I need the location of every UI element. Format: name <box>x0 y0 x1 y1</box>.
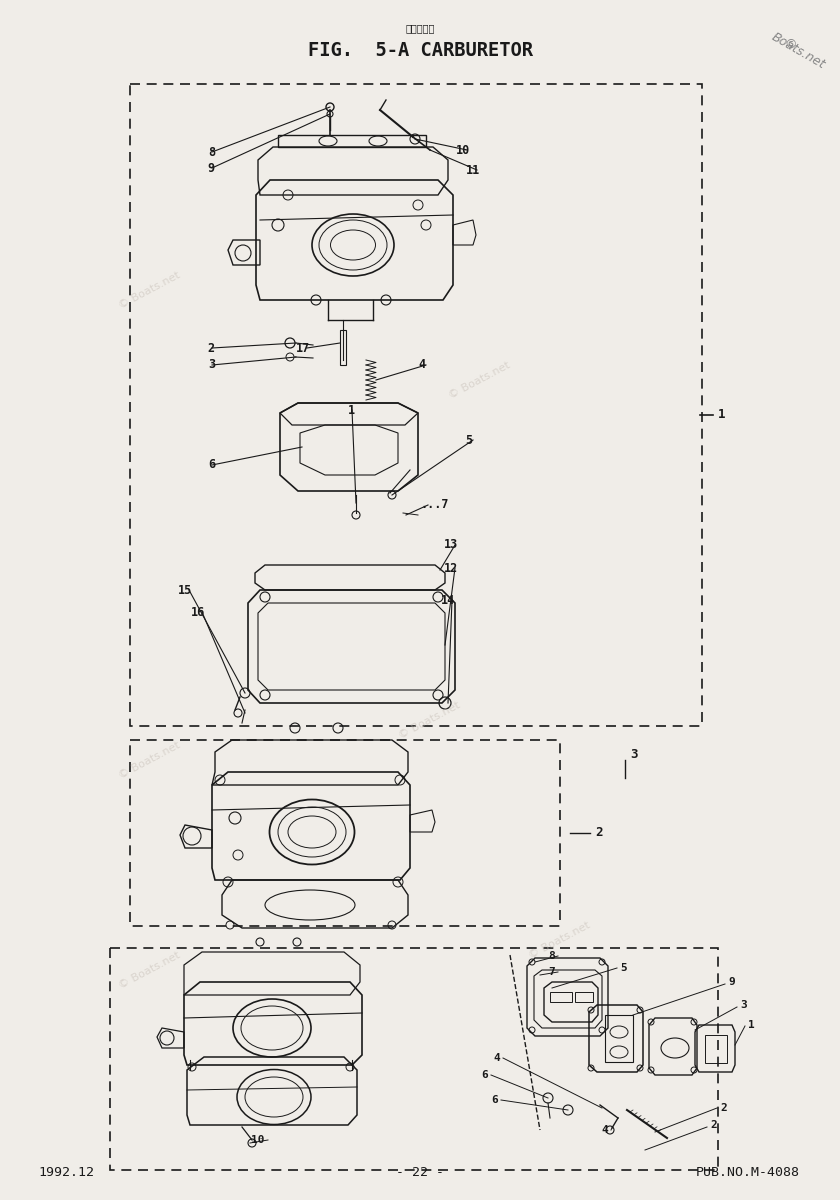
Text: 10: 10 <box>251 1135 265 1145</box>
Text: 7: 7 <box>549 967 555 977</box>
Bar <box>110 948 718 1170</box>
Text: © Boats.net: © Boats.net <box>118 949 182 990</box>
Bar <box>705 1034 727 1063</box>
Text: 8: 8 <box>207 145 215 158</box>
Text: PUB.NO.M-4088: PUB.NO.M-4088 <box>696 1165 800 1178</box>
Text: 6: 6 <box>207 458 215 472</box>
Text: 13: 13 <box>444 539 458 552</box>
Bar <box>130 740 560 926</box>
Text: FIG.  5-A CARBURETOR: FIG. 5-A CARBURETOR <box>307 41 533 60</box>
Text: ©: © <box>784 38 796 50</box>
Text: 1: 1 <box>718 408 726 421</box>
Bar <box>550 992 572 1002</box>
Text: 3: 3 <box>630 749 638 762</box>
Text: 1: 1 <box>748 1020 755 1030</box>
Text: 12: 12 <box>444 562 458 575</box>
Text: 2: 2 <box>595 827 602 840</box>
Text: 15: 15 <box>178 583 192 596</box>
Text: 1: 1 <box>348 403 355 416</box>
Text: 5: 5 <box>620 962 627 973</box>
Text: 10: 10 <box>456 144 470 156</box>
Text: ...7: ...7 <box>420 498 449 511</box>
Text: © Boats.net: © Boats.net <box>397 700 462 740</box>
Text: Boats.net: Boats.net <box>769 30 827 71</box>
Text: 11: 11 <box>465 163 480 176</box>
Text: 9: 9 <box>728 977 735 986</box>
Text: 4: 4 <box>418 359 425 372</box>
Bar <box>278 134 426 146</box>
Text: 6: 6 <box>491 1094 498 1105</box>
Text: - 22 -: - 22 - <box>396 1165 444 1178</box>
Text: 8: 8 <box>549 950 555 961</box>
Text: © Boats.net: © Boats.net <box>118 739 182 780</box>
Text: 17: 17 <box>296 342 310 354</box>
Text: 1992.12: 1992.12 <box>38 1165 94 1178</box>
Text: 6: 6 <box>481 1070 488 1080</box>
Text: 3: 3 <box>740 1000 747 1010</box>
Text: 14: 14 <box>441 594 455 606</box>
Text: 4: 4 <box>493 1054 500 1063</box>
Text: 16: 16 <box>191 606 205 618</box>
Text: 2: 2 <box>207 342 215 354</box>
Bar <box>130 84 702 726</box>
Bar <box>575 992 593 1002</box>
Text: 5: 5 <box>465 433 472 446</box>
Text: 9: 9 <box>207 162 215 174</box>
Text: 2: 2 <box>710 1120 717 1130</box>
Bar <box>340 330 346 365</box>
Text: © Boats.net: © Boats.net <box>118 270 182 311</box>
Text: 3: 3 <box>207 359 215 372</box>
Text: © Boats.net: © Boats.net <box>448 360 512 401</box>
Text: 4: 4 <box>601 1126 608 1135</box>
Text: © Boats.net: © Boats.net <box>528 919 592 960</box>
Text: キャブレタ: キャブレタ <box>406 23 434 32</box>
Text: 2: 2 <box>720 1103 727 1114</box>
